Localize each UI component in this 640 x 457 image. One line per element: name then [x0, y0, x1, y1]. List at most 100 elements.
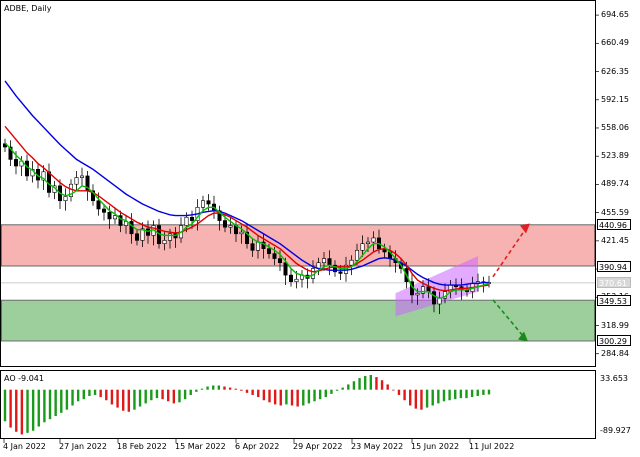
ao-bar — [487, 389, 491, 395]
candle-body — [327, 258, 332, 266]
price-axis-label: 660.49 — [601, 38, 629, 48]
ao-bar — [65, 389, 69, 410]
ao-bar — [200, 388, 204, 390]
ao-bar — [459, 389, 463, 399]
ao-pane-frame — [0, 370, 596, 439]
support-zone — [0, 299, 596, 342]
ao-bar — [335, 389, 339, 391]
ao-bar — [273, 389, 277, 405]
ao-bar — [155, 389, 159, 399]
candle-body — [245, 231, 250, 244]
ao-bar — [257, 389, 260, 398]
ao-bar — [437, 389, 440, 404]
ao-bar — [99, 389, 102, 398]
price-axis-label: 318.99 — [601, 320, 629, 330]
ao-bar — [262, 389, 266, 401]
ao-bar — [116, 389, 119, 408]
time-axis-label: 18 Feb 2022 — [117, 442, 167, 451]
ao-bar — [189, 389, 192, 395]
ao-bar — [223, 386, 226, 390]
ao-bar — [397, 389, 401, 395]
ao-bar — [178, 389, 181, 403]
price-axis-label: 694.65 — [601, 10, 629, 20]
ao-bar — [88, 389, 91, 397]
ao-bar — [324, 389, 327, 398]
ao-bar — [234, 388, 237, 390]
candle-body — [272, 253, 277, 259]
candle-body — [426, 286, 431, 292]
ao-bar — [268, 389, 271, 403]
ao-bar — [110, 389, 114, 405]
ao-bar — [380, 380, 384, 390]
candle-body — [371, 237, 376, 243]
ao-bar — [133, 389, 136, 410]
ao-bar — [71, 389, 74, 406]
ao-bar — [76, 389, 80, 402]
candle-body — [135, 233, 140, 241]
ao-bar — [352, 381, 356, 390]
ao-bar — [93, 389, 97, 395]
ao-bar — [15, 389, 18, 432]
candle-body — [349, 259, 354, 266]
ao-bar — [167, 389, 170, 402]
ao-bar — [375, 377, 378, 390]
ao-bar — [454, 389, 457, 400]
candle-body — [206, 200, 211, 205]
ao-bar — [161, 389, 164, 400]
ao-bar — [37, 389, 40, 427]
ao-bar — [183, 389, 187, 400]
price-tag-440-96: 440.96 — [597, 219, 631, 231]
ao-bar — [228, 387, 232, 390]
ao-axis-bottom-label: -89.927 — [600, 426, 631, 435]
ao-bar — [54, 389, 57, 416]
ao-bar — [465, 389, 468, 399]
ao-bar — [290, 389, 294, 406]
time-axis-label: 6 Apr 2022 — [235, 442, 280, 451]
candle-body — [294, 278, 299, 283]
candle-body — [415, 292, 420, 296]
forecast-up-arrow — [492, 225, 529, 278]
candle-body — [107, 211, 112, 220]
time-axis-label: 27 Jan 2022 — [59, 442, 107, 451]
ao-bar — [195, 389, 198, 392]
candle-body — [420, 286, 425, 294]
candle-body — [437, 297, 442, 305]
price-axis-label: 455.59 — [601, 207, 629, 217]
ao-bar — [138, 389, 142, 407]
candle-body — [118, 215, 123, 226]
candle-body — [113, 215, 118, 220]
ao-bar — [296, 389, 299, 407]
candle-body — [277, 258, 282, 264]
ao-bar — [369, 374, 373, 390]
ao-label: AO -9.041 — [4, 374, 44, 383]
ao-bar — [448, 389, 451, 401]
ao-bar — [330, 389, 333, 394]
ao-bar — [206, 386, 209, 390]
candle-body — [201, 200, 206, 208]
candle-body — [223, 220, 228, 228]
candle-body — [184, 216, 189, 226]
ao-bar — [386, 384, 389, 390]
ao-bar — [144, 389, 147, 404]
candle-body — [354, 250, 359, 261]
ao-bar — [442, 389, 446, 402]
time-axis-label: 15 Jun 2022 — [411, 442, 460, 451]
candle-body — [168, 233, 173, 241]
time-axis-label: 4 Jan 2022 — [3, 442, 46, 451]
candle-body — [80, 175, 85, 178]
forecast-up-arrowhead — [520, 223, 530, 234]
ao-bar — [403, 389, 406, 401]
price-tag-300-29: 300.29 — [597, 335, 631, 347]
time-axis-label: 15 Mar 2022 — [175, 442, 226, 451]
ao-bar — [20, 389, 24, 435]
ao-bar — [363, 376, 367, 390]
ao-bar — [9, 389, 12, 428]
main-pane-frame — [0, 0, 596, 367]
price-axis-label: 592.15 — [601, 94, 629, 104]
candle-body — [338, 271, 343, 274]
price-axis-label: 421.45 — [601, 235, 629, 245]
ao-bar — [307, 389, 311, 404]
time-axis-label: 29 Apr 2022 — [293, 442, 343, 451]
ao-bar — [127, 389, 131, 412]
